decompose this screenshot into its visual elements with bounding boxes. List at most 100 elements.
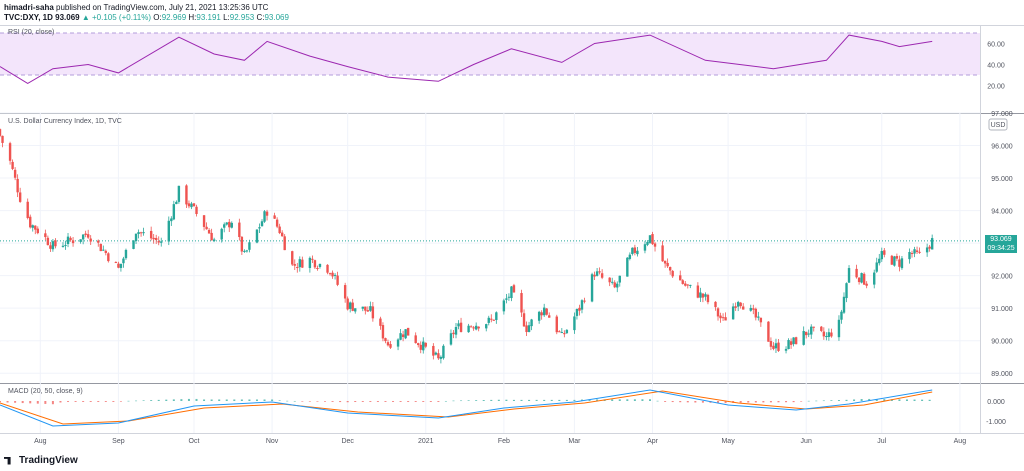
candle-body [898, 259, 901, 267]
macd-histogram-bar [97, 401, 100, 402]
candle-body [837, 319, 841, 338]
candle-body [361, 306, 364, 309]
candle-body [422, 341, 425, 351]
macd-histogram-bar [74, 401, 77, 402]
candle-body [212, 239, 216, 241]
candle-body [643, 244, 647, 251]
macd-histogram-bar [36, 401, 39, 404]
candle-body [351, 302, 354, 311]
macd-histogram-bar [762, 401, 765, 403]
candle-body [754, 308, 758, 318]
author-name[interactable]: himadri-saha [4, 3, 54, 12]
macd-histogram-bar [482, 400, 485, 401]
macd-tick-label: 0.000 [987, 399, 1005, 406]
macd-histogram-bar [543, 399, 546, 401]
candle-body [293, 264, 296, 266]
macd-histogram-bar [180, 399, 183, 401]
candle-body [69, 237, 72, 241]
candle-body [167, 220, 170, 242]
candle-body [170, 218, 173, 222]
candle-body [802, 331, 805, 345]
macd-histogram-bar [905, 399, 908, 401]
candle-body [31, 225, 34, 228]
candle-body [404, 329, 407, 339]
candle-body [119, 263, 123, 268]
candle-body [469, 326, 473, 328]
macd-histogram-bar [800, 401, 803, 402]
candle-body [759, 317, 763, 323]
macd-histogram-bar [565, 399, 568, 401]
macd-histogram-bar [739, 401, 742, 403]
candle-body [46, 237, 50, 246]
quote-line: TVC:DXY, 1D 93.069 ▲ +0.105 (+0.11%) O:9… [4, 13, 289, 22]
candle-body [749, 307, 752, 311]
macd-histogram-bar [127, 400, 130, 402]
candle-body [13, 169, 17, 178]
macd-histogram-bar [633, 399, 636, 401]
candle-body [152, 237, 155, 240]
candle-body [651, 234, 654, 245]
macd-histogram-bar [172, 399, 175, 401]
candle-body [474, 325, 478, 330]
macd-histogram-bar [679, 401, 682, 403]
candle-body [900, 258, 904, 269]
time-axis: Aug Sep Oct Nov Dec 2021 Feb Mar Apr May Jun Jul Aug [34, 438, 966, 445]
macd-histogram-bar [596, 399, 599, 401]
candle-body [207, 229, 211, 234]
macd-histogram-bar [51, 401, 54, 405]
candle-body [873, 272, 876, 285]
candle-body [326, 264, 329, 273]
candle-body [548, 315, 551, 318]
candle-body [139, 232, 143, 234]
tradingview-logo[interactable]: TradingView [4, 455, 78, 466]
currency-box[interactable] [988, 118, 1008, 131]
rsi-label: RSI (20, close) [8, 29, 55, 36]
macd-histogram-bar [845, 399, 848, 401]
candle-body [487, 317, 490, 323]
price-change: +0.105 (+0.11%) [92, 13, 152, 22]
candle-body [908, 252, 911, 260]
macd-histogram-bar [278, 400, 281, 401]
candle-body [283, 236, 286, 251]
macd-histogram-bar [822, 400, 825, 402]
candle-body [220, 228, 223, 240]
candle-body [477, 326, 480, 329]
candle-body [8, 143, 12, 161]
candle-body [820, 326, 823, 331]
macd-histogram-bar [649, 399, 651, 401]
candle-body [805, 331, 808, 336]
macd-histogram-bar [301, 401, 304, 402]
candle-body [414, 335, 417, 344]
macd-histogram-bar [44, 401, 47, 404]
macd-histogram-bar [671, 401, 674, 403]
candle-body [573, 316, 576, 331]
price-tick-label: 96.000 [991, 144, 1013, 151]
macd-histogram-bar [210, 399, 213, 401]
candle-body [84, 233, 87, 235]
time-tick-label: Aug [954, 438, 967, 445]
candle-body [384, 338, 387, 342]
candle-body [772, 345, 775, 349]
last-price: 93.069 [55, 13, 80, 22]
candle-body [401, 334, 405, 337]
candle-body [822, 331, 826, 337]
macd-histogram-bar [407, 401, 410, 402]
macd-histogram-bar [369, 401, 372, 402]
candle-body [79, 239, 82, 242]
candle-body [724, 317, 727, 321]
macd-histogram-bar [0, 401, 1, 403]
candle-body [225, 222, 228, 225]
macd-histogram-bar [225, 399, 228, 401]
macd-histogram-bar [150, 400, 153, 401]
candle-body [64, 244, 67, 246]
candle-body [739, 302, 742, 307]
candle-body [280, 232, 284, 237]
candle-body [681, 280, 684, 284]
macd-histogram-bar [165, 399, 168, 401]
macd-histogram-bar [399, 401, 402, 402]
macd-histogram-bar [475, 400, 478, 401]
macd-histogram-bar [868, 398, 871, 401]
candle-body [613, 282, 616, 288]
candle-body [371, 306, 375, 319]
